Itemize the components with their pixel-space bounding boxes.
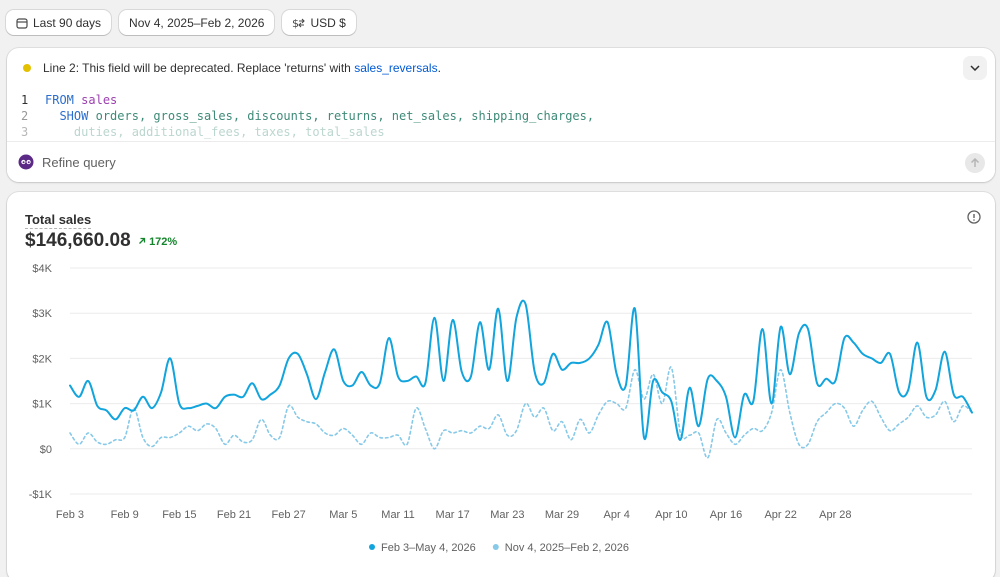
toolbar: Last 90 days Nov 4, 2025–Feb 2, 2026 $ U… bbox=[6, 10, 356, 35]
compare-range-label: Nov 4, 2025–Feb 2, 2026 bbox=[129, 15, 265, 30]
info-icon[interactable] bbox=[967, 210, 981, 224]
legend-label: Nov 4, 2025–Feb 2, 2026 bbox=[505, 542, 629, 554]
y-tick-label: $2K bbox=[32, 353, 52, 365]
x-tick-label: Feb 27 bbox=[272, 509, 306, 521]
arrow-up-icon bbox=[970, 158, 980, 167]
x-tick-label: Apr 22 bbox=[764, 509, 796, 521]
assistant-icon bbox=[18, 154, 34, 170]
x-tick-label: Mar 23 bbox=[490, 509, 524, 521]
metric-value: $146,660.08 bbox=[25, 230, 131, 251]
line-number: 2 bbox=[21, 109, 29, 123]
field-list-continued: duties, additional_fees, taxes, total_sa… bbox=[73, 125, 385, 139]
y-tick-label: $0 bbox=[40, 444, 52, 456]
x-tick-label: Feb 3 bbox=[56, 509, 84, 521]
y-tick-label: $4K bbox=[32, 263, 52, 275]
x-tick-label: Mar 11 bbox=[381, 509, 414, 521]
x-tick-label: Feb 9 bbox=[111, 509, 139, 521]
compare-range-button[interactable]: Nov 4, 2025–Feb 2, 2026 bbox=[119, 10, 275, 35]
x-tick-label: Mar 5 bbox=[329, 509, 357, 521]
x-tick-label: Apr 28 bbox=[819, 509, 851, 521]
currency-button[interactable]: $ USD $ bbox=[282, 10, 356, 35]
x-tick-label: Feb 15 bbox=[162, 509, 196, 521]
from-keyword: FROM bbox=[45, 93, 74, 107]
x-tick-label: Mar 17 bbox=[436, 509, 470, 521]
x-tick-label: Mar 29 bbox=[545, 509, 579, 521]
query-editor-card: Line 2: This field will be deprecated. R… bbox=[7, 48, 995, 182]
date-range-button[interactable]: Last 90 days bbox=[6, 10, 112, 35]
collapse-button[interactable] bbox=[963, 56, 987, 80]
warning-suffix: . bbox=[437, 61, 441, 75]
legend-marker bbox=[369, 544, 375, 550]
chevron-down-icon bbox=[970, 65, 980, 71]
metric-change-value: 172% bbox=[149, 236, 178, 248]
warning-prefix: Line 2: This field will be deprecated. R… bbox=[43, 61, 355, 75]
line-number: 3 bbox=[21, 125, 29, 139]
date-range-label: Last 90 days bbox=[33, 15, 102, 30]
calendar-icon bbox=[16, 17, 28, 29]
currency-exchange-icon: $ bbox=[292, 17, 306, 29]
table-name: sales bbox=[81, 93, 118, 107]
field-list: orders, gross_sales, discounts, returns,… bbox=[95, 109, 595, 123]
y-tick-label: $3K bbox=[32, 308, 52, 320]
y-tick-label: $1K bbox=[32, 399, 52, 411]
submit-button[interactable] bbox=[965, 153, 985, 173]
warning-dot-icon bbox=[23, 64, 31, 72]
sales-reversals-link[interactable]: sales_reversals bbox=[354, 61, 438, 75]
legend-label: Feb 3–May 4, 2026 bbox=[381, 542, 476, 554]
x-tick-label: Apr 10 bbox=[655, 509, 687, 521]
arrow-up-right-icon bbox=[139, 237, 146, 244]
series-line-current bbox=[69, 299, 973, 441]
refine-query-bar[interactable]: Refine query bbox=[7, 141, 995, 182]
refine-query-input[interactable]: Refine query bbox=[42, 154, 116, 170]
line-number: 1 bbox=[21, 93, 29, 107]
series-line-comparison bbox=[69, 366, 973, 459]
y-tick-label: -$1K bbox=[29, 489, 53, 501]
query-code[interactable]: 1 FROM sales 2 SHOW orders, gross_sales, … bbox=[21, 92, 594, 140]
metric-change: 172% bbox=[138, 236, 177, 248]
metric-title[interactable]: Total sales bbox=[25, 212, 92, 229]
svg-text:$: $ bbox=[292, 17, 299, 29]
x-tick-label: Apr 16 bbox=[710, 509, 742, 521]
total-sales-card: Total sales $146,660.08 172% bbox=[7, 192, 995, 577]
code-line-3: 3 duties, additional_fees, taxes, total_… bbox=[21, 124, 594, 140]
currency-label: USD $ bbox=[310, 15, 346, 30]
code-line-2: 2 SHOW orders, gross_sales, discounts, r… bbox=[21, 108, 594, 124]
x-tick-label: Feb 21 bbox=[217, 509, 251, 521]
code-line-1: 1 FROM sales bbox=[21, 92, 594, 108]
warning-text: Line 2: This field will be deprecated. R… bbox=[43, 61, 441, 75]
show-keyword: SHOW bbox=[59, 109, 89, 123]
deprecation-warning: Line 2: This field will be deprecated. R… bbox=[23, 61, 441, 75]
x-tick-label: Apr 4 bbox=[604, 509, 630, 521]
legend-marker bbox=[492, 544, 499, 550]
